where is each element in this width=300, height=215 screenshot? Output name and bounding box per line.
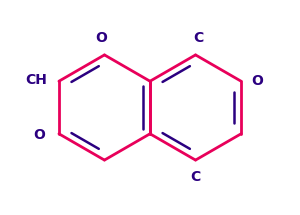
Text: C: C <box>190 169 201 184</box>
Text: CH: CH <box>25 73 47 87</box>
Text: C: C <box>194 31 204 46</box>
Text: O: O <box>33 128 45 142</box>
Text: O: O <box>95 31 107 46</box>
Text: O: O <box>252 74 263 88</box>
